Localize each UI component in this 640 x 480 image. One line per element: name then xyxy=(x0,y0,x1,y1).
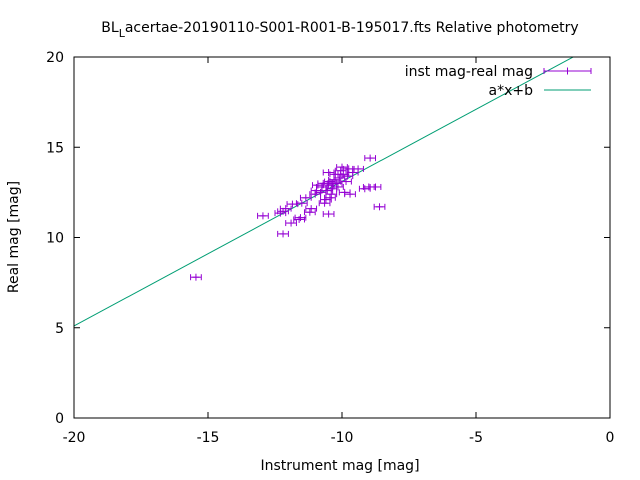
data-point xyxy=(294,214,307,222)
data-point xyxy=(286,200,299,208)
data-point xyxy=(305,205,318,213)
axis-layer: -20 -15 -10 -5 0 0 5 10 15 20 xyxy=(46,50,614,446)
chart-title: BLLacertae-20190110-S001-R001-B-195017.f… xyxy=(101,20,578,40)
data-point xyxy=(330,179,343,187)
data-point xyxy=(322,169,335,177)
data-point xyxy=(364,154,376,162)
data-point xyxy=(303,208,316,216)
x-tick-label: 0 xyxy=(606,430,615,446)
y-tick-label: 15 xyxy=(46,140,64,156)
y-tick-label: 5 xyxy=(55,321,64,337)
data-point xyxy=(340,178,352,186)
x-tick-label: -20 xyxy=(63,430,86,446)
data-point xyxy=(318,199,331,207)
x-tick-label: -10 xyxy=(331,430,354,446)
data-point xyxy=(190,273,202,281)
legend-label: inst mag-real mag xyxy=(405,64,533,80)
data-point xyxy=(346,169,359,177)
data-point xyxy=(285,219,297,227)
legend-entry-fit: a*x+b xyxy=(489,83,591,99)
data-point xyxy=(369,183,382,191)
data-point xyxy=(277,230,289,238)
data-point xyxy=(332,183,344,191)
data-point xyxy=(299,194,312,202)
x-tick-label: -5 xyxy=(469,430,483,446)
data-point xyxy=(352,165,364,173)
data-point xyxy=(325,190,338,198)
data-point xyxy=(295,199,308,207)
x-axis-label: Instrument mag [mag] xyxy=(260,458,419,474)
legend-label: a*x+b xyxy=(489,83,534,99)
plot-layer xyxy=(74,57,575,327)
y-axis-label: Real mag [mag] xyxy=(6,181,22,293)
data-point xyxy=(373,203,386,211)
legend-entry-points: inst mag-real mag xyxy=(405,64,592,80)
y-tick-label: 10 xyxy=(46,231,64,247)
y-tick-label: 0 xyxy=(55,411,64,427)
y-tick-label: 20 xyxy=(46,50,64,66)
data-point xyxy=(322,210,335,218)
x-tick-label: -15 xyxy=(197,430,220,446)
data-point xyxy=(324,194,336,202)
data-point xyxy=(344,190,356,198)
data-point xyxy=(257,212,269,220)
chart-title-subscript: L xyxy=(119,27,126,40)
chart-title-rest: acertae-20190110-S001-R001-B-195017.fts … xyxy=(125,20,579,36)
legend: inst mag-real mag a*x+b xyxy=(405,64,592,99)
data-point xyxy=(279,205,292,213)
chart-title-main: BL xyxy=(101,20,119,36)
